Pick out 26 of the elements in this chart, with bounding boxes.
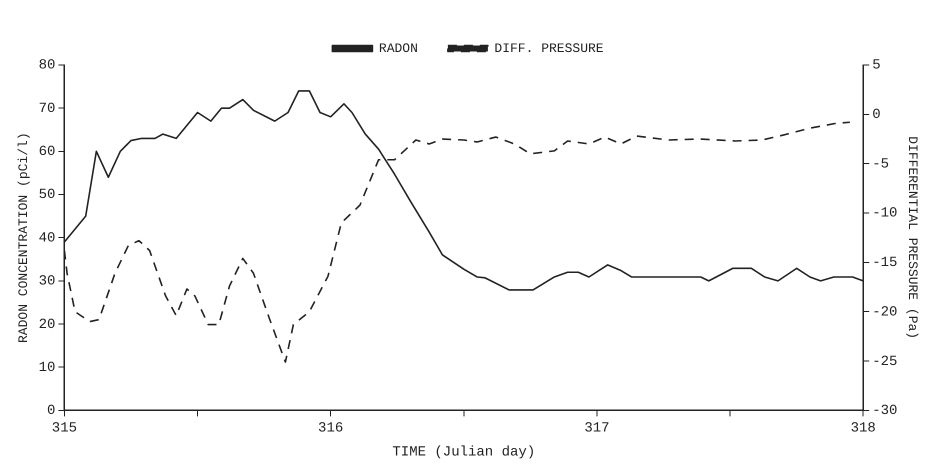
y2-tick-label: -20 (872, 304, 898, 320)
legend-label: DIFF. PRESSURE (494, 40, 604, 56)
y-tick-label: 0 (46, 403, 56, 420)
y2-tick-label: -10 (872, 206, 898, 222)
y2-tick-label: -5 (872, 156, 890, 172)
legend-label: RADON (378, 40, 418, 56)
y-tick-label: 40 (38, 230, 56, 246)
y-tick-label: 60 (38, 144, 56, 160)
x-tick-label: 317 (584, 420, 610, 437)
y2-tick-label: 0 (872, 107, 881, 124)
y2-axis-title: DIFFERENTIAL PRESSURE (Pa) (904, 136, 920, 340)
y2-tick-label: -15 (872, 255, 898, 272)
y-tick-label: 80 (38, 58, 56, 74)
x-axis-title: TIME (Julian day) (392, 444, 536, 460)
y-tick-label: 10 (38, 360, 56, 376)
y2-tick-label: -30 (872, 403, 898, 420)
y-tick-label: 30 (38, 274, 56, 290)
y2-tick-label: -25 (872, 354, 898, 370)
y2-tick-label: 5 (872, 58, 881, 74)
x-tick-label: 318 (850, 420, 876, 437)
y-axis-title: RADON CONCENTRATION (pCi/l) (16, 132, 32, 344)
x-tick-label: 316 (318, 420, 344, 437)
y-tick-label: 20 (38, 316, 56, 333)
y-tick-label: 70 (38, 100, 56, 117)
y-tick-label: 50 (38, 187, 56, 204)
x-tick-label: 315 (52, 420, 78, 437)
